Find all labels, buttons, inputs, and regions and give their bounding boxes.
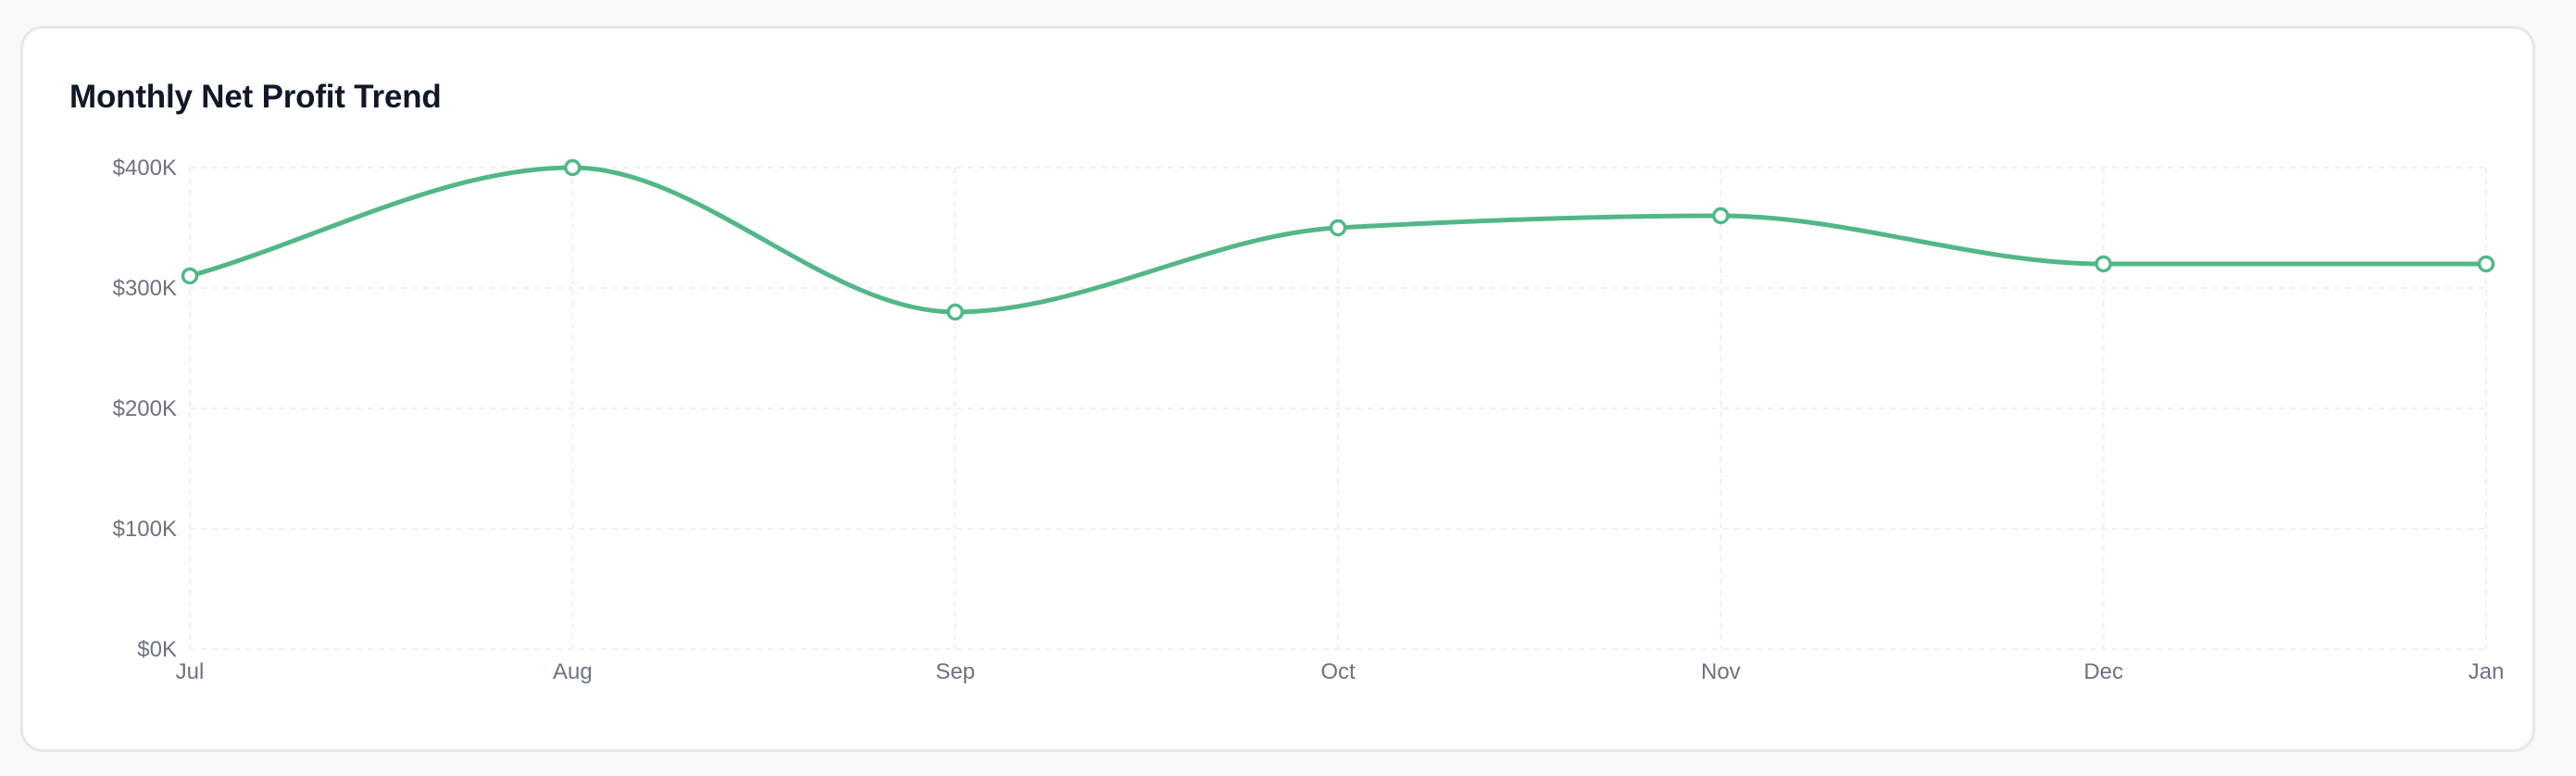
- y-tick-label: $200K: [113, 396, 177, 421]
- x-tick-label: Jul: [176, 659, 205, 684]
- data-point[interactable]: [564, 158, 581, 177]
- x-axis-ticks: Jul Aug Sep Oct Nov Dec Jan: [176, 659, 2505, 684]
- x-tick-label: Dec: [2083, 659, 2123, 684]
- y-tick-label: $0K: [137, 637, 177, 662]
- data-point[interactable]: [2477, 255, 2495, 273]
- x-tick-label: Oct: [1320, 659, 1356, 684]
- x-tick-label: Aug: [553, 659, 593, 684]
- x-tick-label: Jan: [2469, 659, 2505, 684]
- y-axis-ticks: $0K $100K $200K $300K $400K: [113, 156, 177, 662]
- y-tick-label: $300K: [113, 276, 177, 301]
- y-tick-label: $100K: [113, 517, 177, 542]
- x-tick-label: Nov: [1701, 659, 1741, 684]
- data-point[interactable]: [946, 303, 964, 321]
- line-chart: $0K $100K $200K $300K $400K Jul Aug Sep Oct Nov D…: [113, 156, 2505, 684]
- data-point[interactable]: [1329, 219, 1347, 237]
- data-point[interactable]: [1712, 207, 1730, 225]
- chart-title: Monthly Net Profit Trend: [69, 79, 442, 115]
- data-point[interactable]: [181, 267, 199, 285]
- grid-lines: [189, 167, 2487, 650]
- chart-card: Monthly Net Profit Trend $0K $100K $200K $3…: [20, 26, 2535, 752]
- y-tick-label: $400K: [113, 156, 177, 181]
- data-point[interactable]: [2095, 255, 2112, 273]
- series-points: [181, 158, 2495, 321]
- x-tick-label: Sep: [935, 659, 975, 684]
